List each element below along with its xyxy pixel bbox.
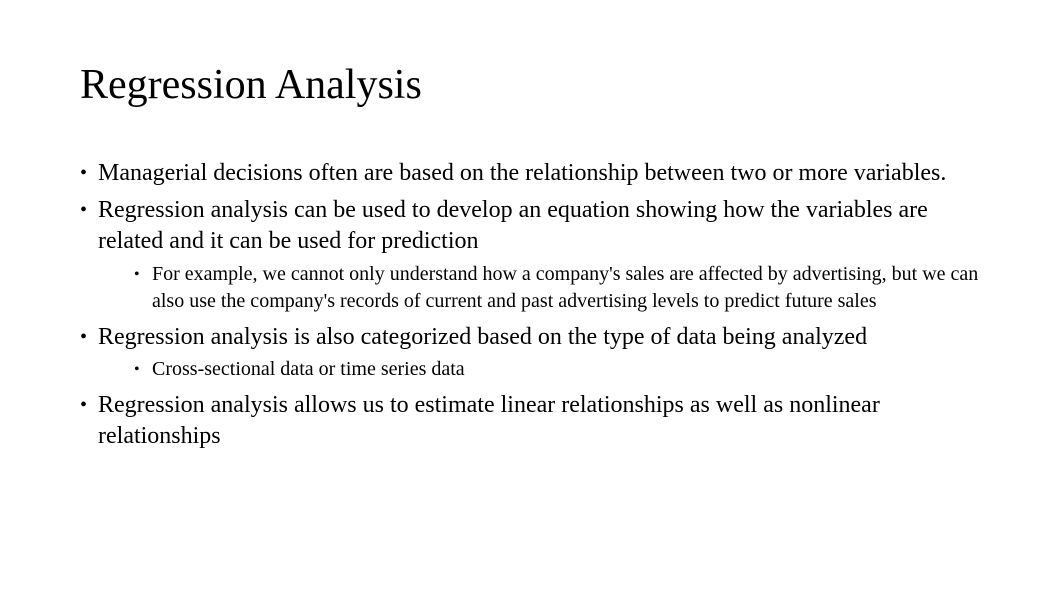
- sub-bullet-text: For example, we cannot only understand h…: [152, 263, 978, 313]
- slide: Regression Analysis Managerial decisions…: [0, 0, 1062, 598]
- sub-bullet-text: Cross-sectional data or time series data: [152, 358, 465, 380]
- bullet-text: Managerial decisions often are based on …: [98, 160, 946, 186]
- bullet-text: Regression analysis can be used to devel…: [98, 197, 928, 254]
- bullet-text: Regression analysis is also categorized …: [98, 324, 867, 350]
- bullet-item: Managerial decisions often are based on …: [80, 158, 982, 189]
- bullet-text: Regression analysis allows us to estimat…: [98, 392, 880, 449]
- bullet-list: Managerial decisions often are based on …: [80, 158, 982, 451]
- sub-bullet-list: For example, we cannot only understand h…: [98, 261, 982, 316]
- sub-bullet-item: For example, we cannot only understand h…: [134, 261, 982, 316]
- bullet-item: Regression analysis allows us to estimat…: [80, 390, 982, 451]
- sub-bullet-list: Cross-sectional data or time series data: [98, 356, 982, 384]
- slide-title: Regression Analysis: [80, 60, 982, 110]
- bullet-item: Regression analysis is also categorized …: [80, 322, 982, 384]
- sub-bullet-item: Cross-sectional data or time series data: [134, 356, 982, 384]
- bullet-item: Regression analysis can be used to devel…: [80, 195, 982, 316]
